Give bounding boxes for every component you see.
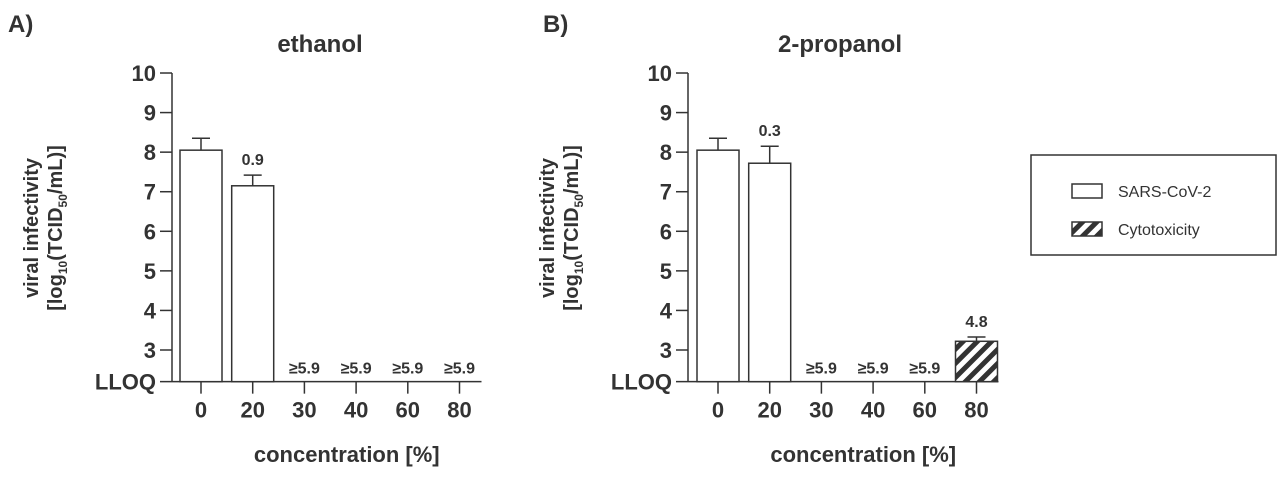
x-axis-label: concentration [%] bbox=[254, 442, 440, 467]
panel-a: A) ethanol 10 9 8 7 6 5 4 3 LLOQ viral infectivity[… bbox=[8, 11, 482, 467]
y-tick-label: 3 bbox=[144, 338, 156, 363]
bar-annotation: 0.9 bbox=[242, 152, 264, 169]
y-tick-label: 8 bbox=[660, 140, 672, 165]
x-tick-label: 80 bbox=[964, 398, 988, 423]
panel-label: A) bbox=[8, 11, 33, 38]
y-tick-label: 9 bbox=[144, 101, 156, 126]
x-tick-label: 30 bbox=[809, 398, 833, 423]
y-tick-label: 5 bbox=[144, 259, 156, 284]
x-tick-label: 60 bbox=[396, 398, 420, 423]
y-tick-label: 6 bbox=[660, 219, 672, 244]
bar-sars-cov-2 bbox=[179, 149, 223, 383]
bar-annotation: ≥5.9 bbox=[909, 361, 940, 378]
lloq-label: LLOQ bbox=[611, 370, 672, 395]
y-axis-label-line2: [log10(TCID50/mL)] bbox=[45, 145, 70, 311]
y-tick-label: 9 bbox=[660, 101, 672, 126]
bar-annotation: ≥5.9 bbox=[341, 361, 372, 378]
y-axis-label-part: 50 bbox=[572, 194, 586, 208]
y-tick-label: 7 bbox=[660, 180, 672, 205]
bar-annotation: ≥5.9 bbox=[392, 361, 423, 378]
bar-annotation: ≥5.9 bbox=[858, 361, 889, 378]
lloq-label: LLOQ bbox=[95, 370, 156, 395]
bar-annotation: ≥5.9 bbox=[806, 361, 837, 378]
legend-swatch-open bbox=[1071, 183, 1103, 199]
y-axis-label-part: (TCID bbox=[45, 207, 67, 260]
y-axis-label-part: 10 bbox=[572, 260, 586, 274]
y-axis-label-line2: [log10(TCID50/mL)] bbox=[561, 145, 586, 311]
y-axis-label-part: /mL)] bbox=[561, 145, 583, 194]
y-axis-label-part: [log bbox=[45, 274, 67, 311]
x-tick-label: 40 bbox=[344, 398, 368, 423]
y-axis-label-part: 50 bbox=[56, 194, 70, 208]
panel-label: B) bbox=[543, 11, 568, 38]
y-tick-label: 4 bbox=[660, 298, 673, 323]
bar-annotation: ≥5.9 bbox=[289, 361, 320, 378]
legend-swatch-hatched bbox=[1071, 221, 1103, 237]
x-tick-label: 0 bbox=[195, 398, 207, 423]
legend-box bbox=[1030, 154, 1277, 256]
x-tick-label: 0 bbox=[712, 398, 724, 423]
bar-sars-cov-2 bbox=[696, 149, 740, 383]
x-axis-label: concentration [%] bbox=[770, 442, 956, 467]
panel-b: B) 2-propanol 10 9 8 7 6 5 4 3 LLOQ viral infectivi… bbox=[537, 11, 999, 467]
y-tick-label: 3 bbox=[660, 338, 672, 363]
x-tick-label: 40 bbox=[861, 398, 885, 423]
x-tick-label: 20 bbox=[240, 398, 264, 423]
x-tick-label: 20 bbox=[757, 398, 781, 423]
y-tick-label: 8 bbox=[144, 140, 156, 165]
bar-sars-cov-2 bbox=[230, 185, 275, 383]
x-tick-label: 60 bbox=[913, 398, 937, 423]
y-tick-label: 6 bbox=[144, 219, 156, 244]
legend-label-cytotoxicity: Cytotoxicity bbox=[1118, 222, 1200, 239]
x-tick-label: 80 bbox=[447, 398, 471, 423]
y-axis-label-line1: viral infectivity bbox=[21, 157, 43, 298]
legend-label-sars: SARS-CoV-2 bbox=[1118, 184, 1211, 201]
bar-annotation: 4.8 bbox=[965, 314, 987, 331]
y-axis-label-part: /mL)] bbox=[45, 145, 67, 194]
bar-annotation: ≥5.9 bbox=[444, 361, 475, 378]
y-tick-label: 4 bbox=[144, 298, 157, 323]
y-axis-label-part: [log bbox=[561, 274, 583, 311]
bar-annotation: 0.3 bbox=[759, 123, 781, 140]
y-axis-label-part: 10 bbox=[56, 260, 70, 274]
bar-sars-cov-2 bbox=[747, 162, 792, 383]
y-tick-label: 10 bbox=[132, 61, 156, 86]
y-tick-label: 7 bbox=[144, 180, 156, 205]
legend: SARS-CoV-2 Cytotoxicity bbox=[1030, 154, 1277, 256]
x-tick-label: 30 bbox=[292, 398, 316, 423]
y-axis-label-line1: viral infectivity bbox=[537, 157, 559, 298]
chart-title: 2-propanol bbox=[778, 31, 902, 58]
bar-cytotoxicity bbox=[954, 340, 999, 383]
y-tick-label: 5 bbox=[660, 259, 672, 284]
y-axis-label-part: (TCID bbox=[561, 207, 583, 260]
chart-title: ethanol bbox=[277, 31, 362, 58]
y-tick-label: 10 bbox=[648, 61, 672, 86]
